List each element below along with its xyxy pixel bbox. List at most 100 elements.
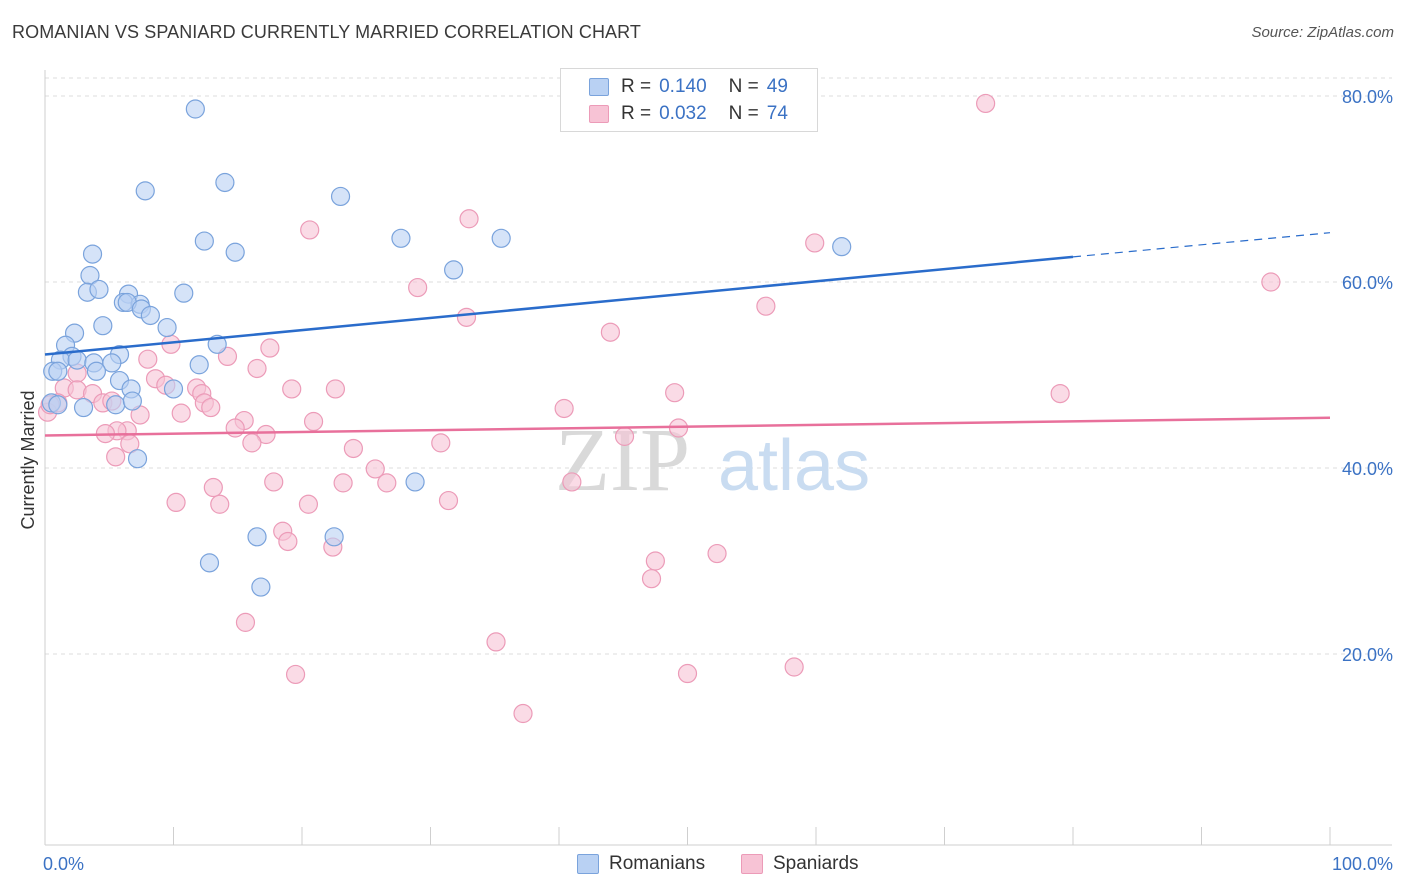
trend-line-romanians [44, 255, 1074, 356]
point-spaniards [1261, 272, 1281, 292]
point-spaniards [106, 447, 126, 467]
y-tick-label: 20.0% [1342, 645, 1393, 665]
point-spaniards [278, 531, 298, 552]
y-axis-label: Currently Married [18, 390, 38, 529]
point-spaniards [554, 398, 574, 419]
point-spaniards [298, 494, 319, 514]
point-romanians [194, 231, 214, 251]
point-spaniards [225, 418, 245, 438]
trend-lines [44, 232, 1331, 437]
legend-swatch-spaniards [589, 105, 609, 123]
point-spaniards [665, 383, 685, 403]
point-romanians [67, 350, 87, 370]
point-spaniards [303, 411, 324, 432]
point-spaniards [459, 209, 479, 229]
correlation-legend: R = 0.140 N = 49 R = 0.032 N = 74 [560, 68, 818, 132]
point-romanians [832, 237, 852, 257]
point-spaniards [171, 403, 191, 423]
legend-row-spaniards: R = 0.032 N = 74 [589, 102, 788, 126]
x-tick-label: 100.0% [1332, 854, 1393, 874]
y-tick-label: 80.0% [1342, 87, 1393, 107]
point-spaniards [343, 438, 363, 459]
watermark-atlas: atlas [718, 426, 870, 506]
point-romanians [127, 449, 148, 469]
point-romanians [189, 355, 209, 375]
point-romanians [86, 361, 107, 381]
legend-r-label: R = [621, 103, 652, 124]
point-romanians [93, 316, 113, 336]
chart-title: ROMANIAN VS SPANIARD CURRENTLY MARRIED C… [12, 22, 642, 42]
point-spaniards [203, 477, 223, 498]
point-spaniards [1050, 384, 1070, 404]
point-spaniards [285, 664, 306, 685]
point-spaniards [282, 379, 302, 399]
point-spaniards [235, 612, 256, 632]
point-spaniards [260, 338, 280, 358]
point-spaniards [333, 473, 353, 493]
point-spaniards [256, 424, 276, 445]
point-romanians [185, 99, 205, 119]
y-tick-label: 40.0% [1342, 459, 1393, 479]
point-spaniards [242, 433, 262, 453]
point-romanians [444, 260, 464, 280]
point-spaniards [600, 322, 621, 342]
point-spaniards [264, 472, 284, 492]
point-romanians [324, 527, 344, 547]
trend-line-spaniards [44, 416, 1331, 437]
point-spaniards [377, 473, 397, 493]
point-spaniards [438, 490, 459, 511]
y-tick-label: 60.0% [1342, 273, 1393, 293]
point-spaniards [247, 358, 267, 379]
point-spaniards [166, 492, 186, 513]
point-romanians [89, 279, 109, 300]
point-spaniards [707, 543, 727, 564]
point-romanians [82, 244, 103, 264]
point-romanians [140, 305, 160, 326]
point-romanians [199, 553, 220, 573]
point-romanians [48, 395, 68, 415]
grid-lines [45, 77, 1392, 655]
point-romanians [174, 283, 194, 303]
bottom-legend-spaniards: Spaniards [741, 850, 859, 878]
point-romanians [225, 242, 245, 262]
source-credit: Source: ZipAtlas.com [1251, 24, 1394, 41]
point-romanians [163, 379, 184, 399]
point-spaniards [300, 220, 320, 240]
point-spaniards [431, 433, 451, 453]
legend-n-label: N = [728, 103, 759, 124]
point-spaniards [756, 296, 776, 316]
point-spaniards [138, 349, 158, 369]
point-romanians [73, 397, 94, 418]
point-romanians [247, 527, 267, 547]
point-romanians [122, 391, 142, 411]
point-spaniards [677, 663, 698, 684]
point-spaniards [201, 397, 221, 418]
point-spaniards [486, 632, 506, 652]
legend-r-value-spaniards: 0.032 [659, 103, 707, 124]
tick-labels: 20.0% 40.0% 60.0% 80.0% 0.0% 100.0% [43, 87, 1393, 874]
point-romanians [157, 317, 177, 338]
point-romanians [102, 353, 122, 373]
point-spaniards [210, 494, 230, 514]
point-romanians [251, 577, 271, 597]
point-romanians [215, 172, 235, 193]
point-spaniards [365, 459, 385, 479]
point-romanians [405, 472, 425, 492]
point-spaniards [562, 472, 582, 492]
point-spaniards [325, 379, 346, 399]
point-spaniards [976, 93, 996, 114]
legend-n-label: N = [728, 76, 759, 97]
point-spaniards [805, 233, 825, 253]
point-spaniards [614, 426, 635, 446]
point-romanians [491, 228, 511, 248]
bottom-legend-label-spaniards: Spaniards [773, 853, 859, 874]
bottom-legend-swatch-spaniards [741, 854, 763, 874]
legend-n-value-romanians: 49 [766, 76, 788, 97]
bottom-legend-label-romanians: Romanians [609, 853, 706, 874]
point-spaniards [408, 277, 428, 298]
point-spaniards [645, 551, 665, 571]
series-romanians-points [41, 99, 852, 597]
point-spaniards [456, 307, 477, 327]
point-romanians [106, 395, 126, 415]
